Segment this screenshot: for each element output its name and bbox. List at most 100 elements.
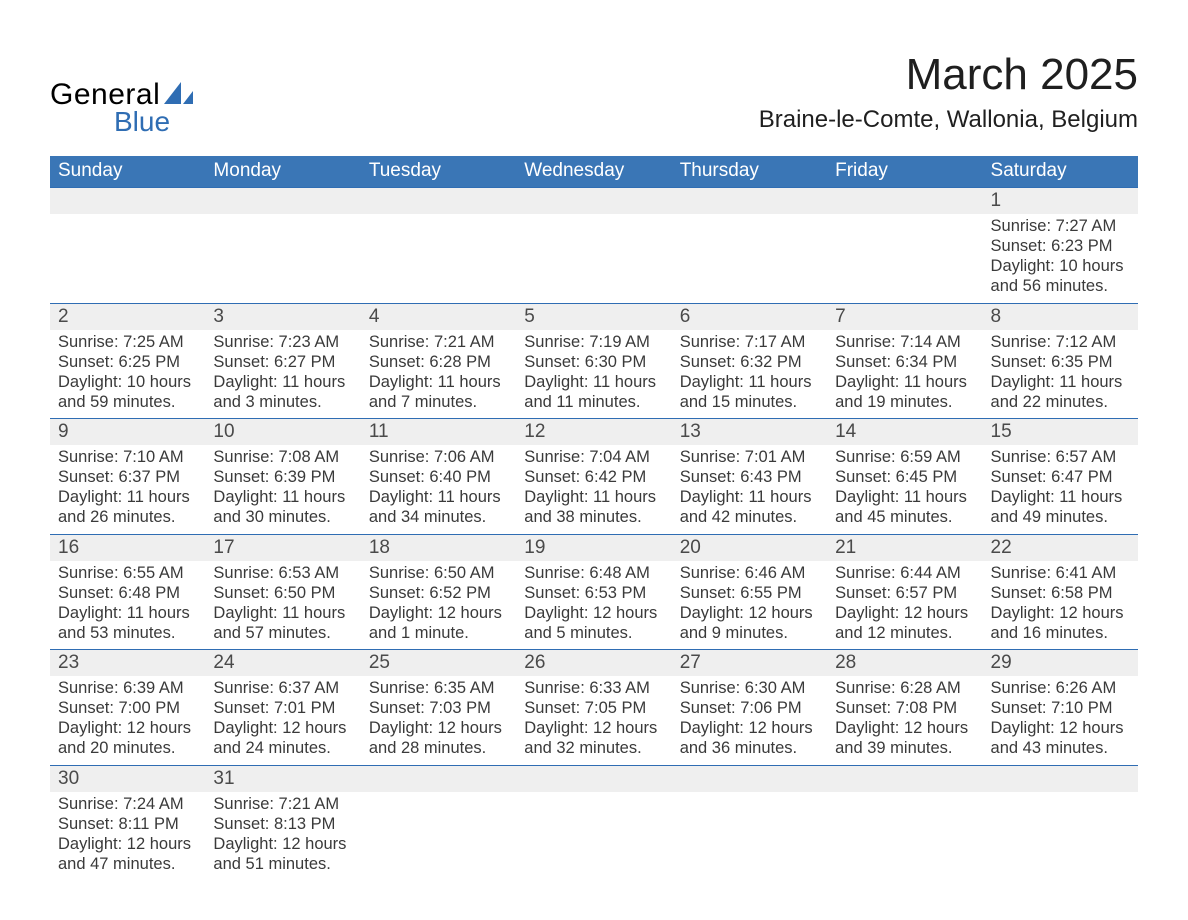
day-number: 15 [983, 419, 1138, 445]
day-number-row: 3031 [50, 765, 1138, 792]
day-number-cell: 6 [672, 303, 827, 330]
day-number: 26 [516, 650, 671, 676]
sunset-text: Sunset: 6:43 PM [680, 467, 819, 487]
sunrise-text: Sunrise: 6:28 AM [835, 678, 974, 698]
day-number: 27 [672, 650, 827, 676]
day-detail-cell: Sunrise: 6:37 AMSunset: 7:01 PMDaylight:… [205, 676, 360, 765]
sunrise-text: Sunrise: 7:14 AM [835, 332, 974, 352]
daylight-text: and 49 minutes. [991, 507, 1130, 527]
daylight-text: Daylight: 12 hours [369, 718, 508, 738]
day-detail-cell: Sunrise: 6:26 AMSunset: 7:10 PMDaylight:… [983, 676, 1138, 765]
day-number-cell [516, 765, 671, 792]
sunset-text: Sunset: 7:08 PM [835, 698, 974, 718]
daylight-text: Daylight: 11 hours [991, 372, 1130, 392]
day-number-cell [672, 188, 827, 215]
sunset-text: Sunset: 7:00 PM [58, 698, 197, 718]
day-number-cell: 18 [361, 534, 516, 561]
sunrise-text: Sunrise: 6:50 AM [369, 563, 508, 583]
day-number: 5 [516, 304, 671, 330]
sunset-text: Sunset: 6:47 PM [991, 467, 1130, 487]
day-number-row: 16171819202122 [50, 534, 1138, 561]
day-detail-cell: Sunrise: 6:39 AMSunset: 7:00 PMDaylight:… [50, 676, 205, 765]
daylight-text: Daylight: 11 hours [213, 372, 352, 392]
sunrise-text: Sunrise: 6:53 AM [213, 563, 352, 583]
day-detail-cell [983, 792, 1138, 881]
sunset-text: Sunset: 6:45 PM [835, 467, 974, 487]
daylight-text: and 45 minutes. [835, 507, 974, 527]
sunset-text: Sunset: 6:39 PM [213, 467, 352, 487]
day-number-cell: 19 [516, 534, 671, 561]
day-number: 29 [983, 650, 1138, 676]
day-number: 24 [205, 650, 360, 676]
sunrise-text: Sunrise: 7:04 AM [524, 447, 663, 467]
sunrise-text: Sunrise: 6:57 AM [991, 447, 1130, 467]
sunrise-text: Sunrise: 7:10 AM [58, 447, 197, 467]
day-number-cell: 4 [361, 303, 516, 330]
daylight-text: Daylight: 12 hours [835, 603, 974, 623]
sunset-text: Sunset: 8:11 PM [58, 814, 197, 834]
daylight-text: Daylight: 12 hours [369, 603, 508, 623]
daylight-text: and 38 minutes. [524, 507, 663, 527]
sunrise-text: Sunrise: 7:23 AM [213, 332, 352, 352]
title-block: March 2025 Braine-le-Comte, Wallonia, Be… [759, 50, 1138, 134]
daylight-text: and 39 minutes. [835, 738, 974, 758]
sunrise-text: Sunrise: 7:01 AM [680, 447, 819, 467]
day-detail-row: Sunrise: 7:25 AMSunset: 6:25 PMDaylight:… [50, 330, 1138, 419]
day-detail-cell: Sunrise: 6:35 AMSunset: 7:03 PMDaylight:… [361, 676, 516, 765]
day-number: 18 [361, 535, 516, 561]
day-number-cell: 10 [205, 419, 360, 446]
sunrise-text: Sunrise: 6:33 AM [524, 678, 663, 698]
day-detail-cell: Sunrise: 7:21 AMSunset: 8:13 PMDaylight:… [205, 792, 360, 881]
day-number: 21 [827, 535, 982, 561]
day-number: 11 [361, 419, 516, 445]
sunset-text: Sunset: 6:57 PM [835, 583, 974, 603]
daylight-text: and 43 minutes. [991, 738, 1130, 758]
day-detail-cell: Sunrise: 7:17 AMSunset: 6:32 PMDaylight:… [672, 330, 827, 419]
day-detail-cell: Sunrise: 6:44 AMSunset: 6:57 PMDaylight:… [827, 561, 982, 650]
daylight-text: and 28 minutes. [369, 738, 508, 758]
daylight-text: and 51 minutes. [213, 854, 352, 874]
day-detail-cell: Sunrise: 7:06 AMSunset: 6:40 PMDaylight:… [361, 445, 516, 534]
sunrise-text: Sunrise: 7:25 AM [58, 332, 197, 352]
day-detail-cell: Sunrise: 6:53 AMSunset: 6:50 PMDaylight:… [205, 561, 360, 650]
daylight-text: Daylight: 12 hours [991, 718, 1130, 738]
daylight-text: and 11 minutes. [524, 392, 663, 412]
weekday-header: Monday [205, 156, 360, 188]
day-detail-cell: Sunrise: 6:41 AMSunset: 6:58 PMDaylight:… [983, 561, 1138, 650]
daylight-text: and 15 minutes. [680, 392, 819, 412]
sunset-text: Sunset: 6:30 PM [524, 352, 663, 372]
day-number: 4 [361, 304, 516, 330]
daylight-text: and 16 minutes. [991, 623, 1130, 643]
day-number-cell: 16 [50, 534, 205, 561]
day-detail-cell: Sunrise: 6:46 AMSunset: 6:55 PMDaylight:… [672, 561, 827, 650]
day-number-cell [361, 765, 516, 792]
day-detail-cell: Sunrise: 7:23 AMSunset: 6:27 PMDaylight:… [205, 330, 360, 419]
day-detail-cell: Sunrise: 6:48 AMSunset: 6:53 PMDaylight:… [516, 561, 671, 650]
daylight-text: Daylight: 12 hours [524, 718, 663, 738]
daylight-text: Daylight: 11 hours [58, 603, 197, 623]
daylight-text: Daylight: 12 hours [524, 603, 663, 623]
sunrise-text: Sunrise: 7:08 AM [213, 447, 352, 467]
calendar-body: 1Sunrise: 7:27 AMSunset: 6:23 PMDaylight… [50, 188, 1138, 881]
day-number: 8 [983, 304, 1138, 330]
day-number-cell: 28 [827, 650, 982, 677]
day-detail-cell: Sunrise: 6:55 AMSunset: 6:48 PMDaylight:… [50, 561, 205, 650]
sunset-text: Sunset: 6:58 PM [991, 583, 1130, 603]
day-detail-cell: Sunrise: 7:14 AMSunset: 6:34 PMDaylight:… [827, 330, 982, 419]
day-number: 31 [205, 766, 360, 792]
daylight-text: and 59 minutes. [58, 392, 197, 412]
day-number-cell: 30 [50, 765, 205, 792]
day-number: 25 [361, 650, 516, 676]
day-number-cell [205, 188, 360, 215]
day-number: 19 [516, 535, 671, 561]
daylight-text: Daylight: 11 hours [680, 487, 819, 507]
day-number-cell: 23 [50, 650, 205, 677]
daylight-text: Daylight: 11 hours [524, 487, 663, 507]
day-number-cell: 22 [983, 534, 1138, 561]
day-number-cell: 31 [205, 765, 360, 792]
day-number-cell: 1 [983, 188, 1138, 215]
logo-triangle-icon [164, 82, 194, 109]
sunset-text: Sunset: 7:05 PM [524, 698, 663, 718]
sunset-text: Sunset: 6:35 PM [991, 352, 1130, 372]
day-number-cell: 26 [516, 650, 671, 677]
